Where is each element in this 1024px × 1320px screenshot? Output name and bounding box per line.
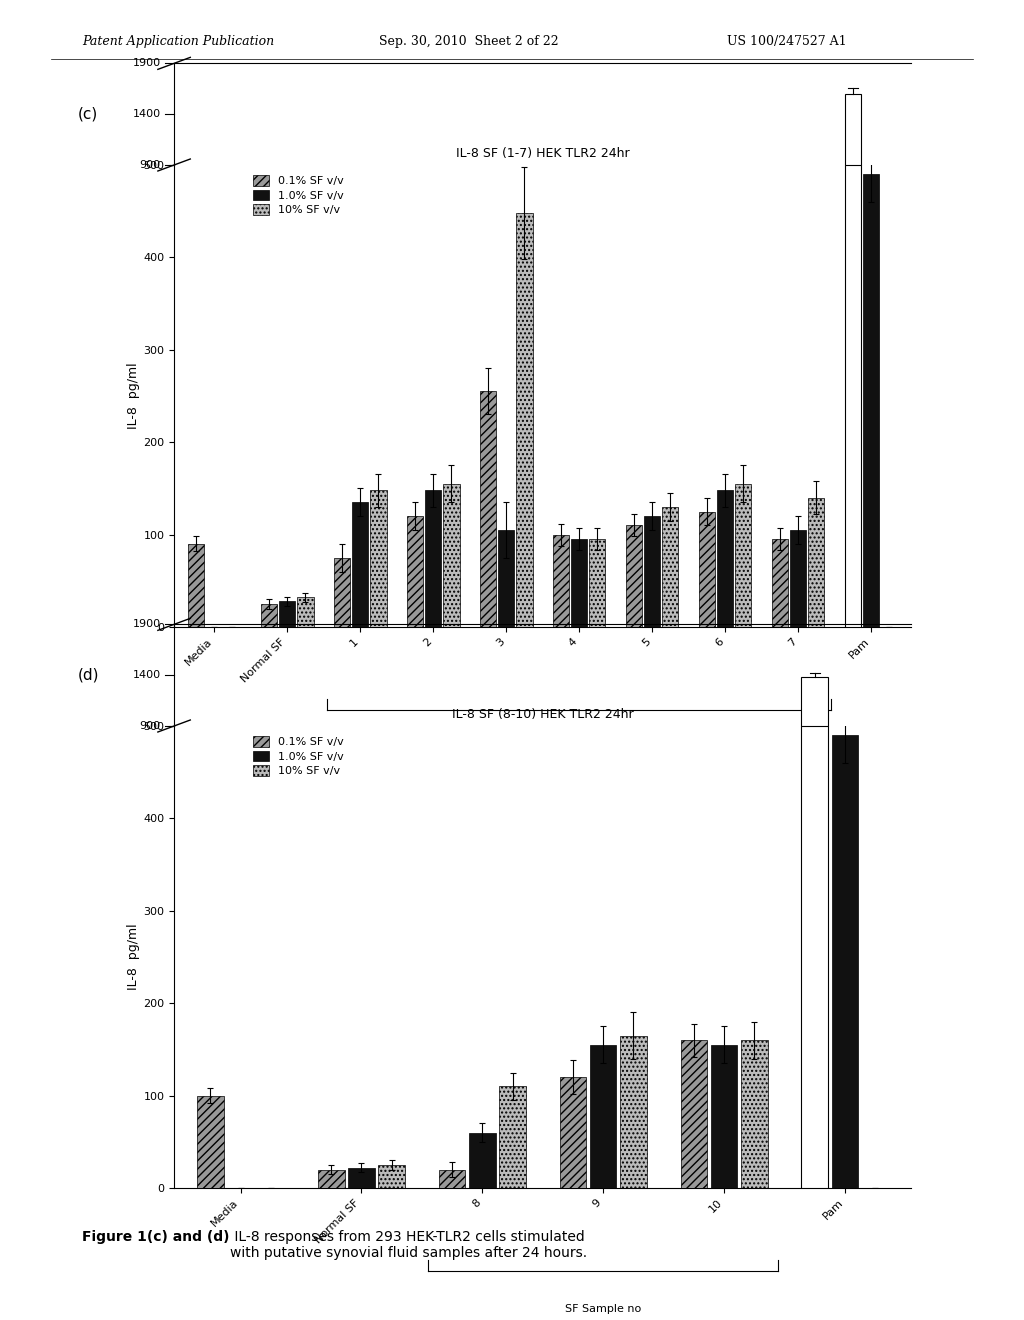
Text: IL-8 responses from 293 HEK-TLR2 cells stimulated
with putative synovial fluid s: IL-8 responses from 293 HEK-TLR2 cells s… <box>230 1230 588 1261</box>
Text: Patent Application Publication: Patent Application Publication <box>82 34 274 48</box>
Bar <box>188 544 204 627</box>
Bar <box>407 516 423 627</box>
Bar <box>352 502 369 627</box>
Legend: 0.1% SF v/v, 1.0% SF v/v, 10% SF v/v: 0.1% SF v/v, 1.0% SF v/v, 10% SF v/v <box>253 176 344 215</box>
Text: (d): (d) <box>78 668 99 682</box>
Text: 1900: 1900 <box>133 58 161 69</box>
Bar <box>438 1170 465 1188</box>
Bar <box>553 535 569 627</box>
Title: IL-8 SF (8-10) HEK TLR2 24hr: IL-8 SF (8-10) HEK TLR2 24hr <box>452 708 634 721</box>
Bar <box>626 525 642 627</box>
Bar <box>500 1086 525 1188</box>
Bar <box>590 539 605 627</box>
Bar <box>863 174 880 627</box>
Text: 900: 900 <box>139 721 161 731</box>
Bar <box>469 1133 496 1188</box>
Bar <box>791 529 806 627</box>
Bar <box>590 1045 616 1188</box>
Bar <box>845 165 861 627</box>
Text: SF Sample no: SF Sample no <box>541 742 617 752</box>
Bar <box>371 490 386 627</box>
Bar <box>808 498 824 627</box>
Bar <box>317 1170 344 1188</box>
Y-axis label: IL-8  pg/ml: IL-8 pg/ml <box>127 924 140 990</box>
Bar <box>735 483 752 627</box>
Bar <box>717 490 733 627</box>
Text: (c): (c) <box>78 107 98 121</box>
Text: 1900: 1900 <box>133 619 161 630</box>
Bar <box>699 511 715 627</box>
Bar <box>499 529 514 627</box>
Bar <box>802 677 828 726</box>
Bar <box>560 1077 586 1188</box>
Bar <box>802 726 828 1188</box>
Bar <box>741 1040 768 1188</box>
Text: 1400: 1400 <box>133 671 161 680</box>
Bar <box>280 601 295 627</box>
Bar <box>197 1096 223 1188</box>
Bar <box>644 516 660 627</box>
Bar <box>443 483 460 627</box>
Bar <box>831 735 858 1188</box>
Bar <box>621 1035 647 1188</box>
Bar <box>571 539 587 627</box>
Bar <box>663 507 679 627</box>
Bar <box>845 94 861 165</box>
Bar <box>378 1166 404 1188</box>
Text: 900: 900 <box>139 160 161 170</box>
Bar <box>425 490 441 627</box>
Title: IL-8 SF (1-7) HEK TLR2 24hr: IL-8 SF (1-7) HEK TLR2 24hr <box>456 147 630 160</box>
Bar <box>681 1040 708 1188</box>
Legend: 0.1% SF v/v, 1.0% SF v/v, 10% SF v/v: 0.1% SF v/v, 1.0% SF v/v, 10% SF v/v <box>253 737 344 776</box>
Bar <box>711 1045 737 1188</box>
Y-axis label: IL-8  pg/ml: IL-8 pg/ml <box>127 363 140 429</box>
Text: Sep. 30, 2010  Sheet 2 of 22: Sep. 30, 2010 Sheet 2 of 22 <box>379 34 558 48</box>
Bar <box>261 605 278 627</box>
Text: 1400: 1400 <box>133 110 161 119</box>
Text: SF Sample no: SF Sample no <box>565 1303 641 1313</box>
Bar <box>297 598 313 627</box>
Text: US 100/247527 A1: US 100/247527 A1 <box>727 34 847 48</box>
Bar <box>334 557 350 627</box>
Bar <box>772 539 788 627</box>
Text: Figure 1(c) and (d): Figure 1(c) and (d) <box>82 1230 229 1245</box>
Bar <box>348 1168 375 1188</box>
Bar <box>480 391 496 627</box>
Bar <box>516 213 532 627</box>
